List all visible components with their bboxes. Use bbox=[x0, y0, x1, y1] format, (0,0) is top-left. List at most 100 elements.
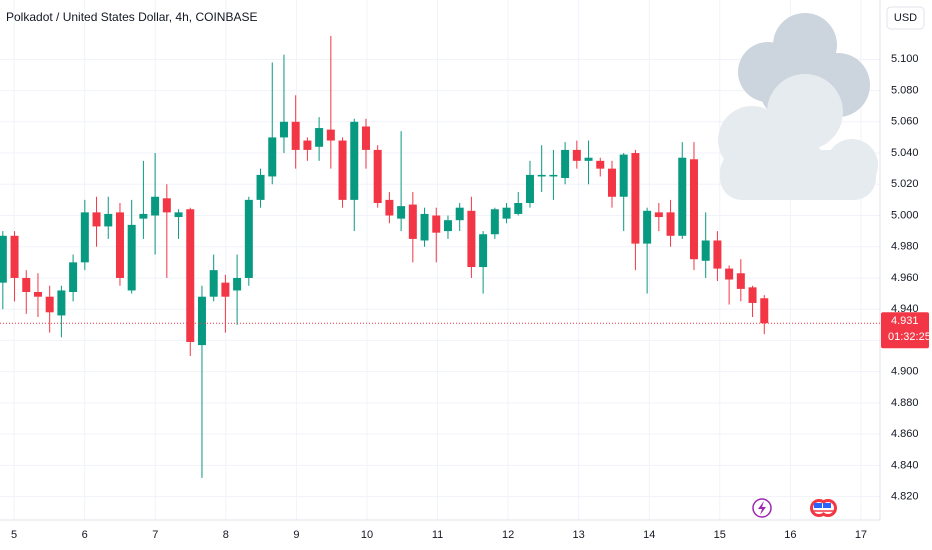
candle-body bbox=[45, 296, 54, 313]
candle-body bbox=[104, 213, 113, 227]
candle-body bbox=[397, 206, 406, 219]
candle-body bbox=[0, 235, 7, 283]
y-tick-label: 5.100 bbox=[891, 53, 919, 65]
candle-body bbox=[174, 212, 183, 218]
candle-body bbox=[666, 212, 675, 236]
candle-body bbox=[467, 210, 476, 268]
candle-body bbox=[385, 199, 394, 216]
candle-body bbox=[584, 157, 593, 161]
candle-body bbox=[256, 174, 265, 200]
candle-body bbox=[736, 273, 745, 289]
y-tick-label: 4.960 bbox=[891, 272, 919, 284]
candle-body bbox=[596, 160, 605, 169]
candle-body bbox=[760, 298, 769, 324]
candle-body bbox=[233, 277, 242, 291]
candle-body bbox=[315, 128, 324, 147]
candle-body bbox=[748, 287, 757, 303]
y-tick-label: 5.080 bbox=[891, 84, 919, 96]
candle-body bbox=[643, 210, 652, 244]
y-tick-label: 4.840 bbox=[891, 459, 919, 471]
candle-body bbox=[689, 159, 698, 260]
countdown-label: 01:32:25 bbox=[888, 331, 931, 343]
candle-body bbox=[115, 212, 124, 278]
y-tick-label: 5.020 bbox=[891, 178, 919, 190]
candle-body bbox=[22, 277, 31, 293]
candle-body bbox=[502, 207, 511, 219]
x-tick-label: 17 bbox=[855, 529, 867, 541]
candle-body bbox=[209, 270, 218, 297]
x-tick-label: 8 bbox=[223, 529, 229, 541]
x-tick-label: 10 bbox=[361, 529, 373, 541]
x-tick-label: 9 bbox=[293, 529, 299, 541]
y-tick-label: 4.980 bbox=[891, 241, 919, 253]
candle-body bbox=[631, 153, 640, 244]
candle-body bbox=[713, 240, 722, 269]
y-tick-label: 4.820 bbox=[891, 490, 919, 502]
candle-body bbox=[326, 129, 335, 141]
event-icons bbox=[752, 498, 837, 518]
candle-body bbox=[514, 203, 523, 214]
y-tick-label: 5.040 bbox=[891, 147, 919, 159]
y-tick-label: 4.860 bbox=[891, 428, 919, 440]
last-price-tag bbox=[881, 312, 929, 349]
candle-body bbox=[350, 121, 359, 200]
candle-body bbox=[607, 168, 616, 197]
candle-body bbox=[525, 174, 534, 204]
candle-body bbox=[186, 209, 195, 342]
candle-body bbox=[57, 290, 66, 316]
currency-button[interactable] bbox=[886, 6, 925, 30]
candle-body bbox=[197, 296, 206, 346]
candle-body bbox=[537, 174, 546, 177]
candle-body bbox=[549, 174, 558, 177]
y-tick-label: 4.900 bbox=[891, 366, 919, 378]
plot-area bbox=[0, 35, 769, 478]
candle-body bbox=[80, 212, 89, 263]
candle-body bbox=[279, 121, 288, 138]
x-tick-label: 15 bbox=[714, 529, 726, 541]
candle-body bbox=[92, 212, 101, 227]
y-tick-label: 5.060 bbox=[891, 116, 919, 128]
candle-body bbox=[244, 199, 253, 278]
candle-body bbox=[561, 149, 570, 179]
x-tick-label: 12 bbox=[502, 529, 514, 541]
x-tick-label: 6 bbox=[82, 529, 88, 541]
x-tick-label: 5 bbox=[11, 529, 17, 541]
x-tick-label: 11 bbox=[432, 529, 443, 541]
x-tick-label: 14 bbox=[643, 529, 655, 541]
candle-body bbox=[408, 204, 417, 239]
candle-body bbox=[443, 220, 452, 232]
y-tick-label: 4.880 bbox=[891, 397, 919, 409]
cloud-icon bbox=[718, 13, 878, 200]
candle-body bbox=[33, 292, 42, 297]
y-tick-label: 4.940 bbox=[891, 303, 919, 315]
candle-body bbox=[654, 212, 663, 218]
candle-body bbox=[291, 121, 300, 150]
candle-body bbox=[572, 149, 581, 161]
x-tick-label: 13 bbox=[573, 529, 585, 541]
chart-title: Polkadot / United States Dollar, 4h, COI… bbox=[6, 10, 257, 24]
candle-body bbox=[10, 235, 19, 278]
candle-body bbox=[361, 126, 370, 150]
candle-body bbox=[127, 224, 136, 291]
candle-body bbox=[373, 149, 382, 204]
candle-body bbox=[678, 157, 687, 236]
candle-body bbox=[725, 268, 734, 280]
candle-body bbox=[162, 198, 171, 213]
candle-body bbox=[479, 234, 488, 268]
candle-body bbox=[619, 154, 628, 197]
candle-body bbox=[69, 262, 78, 293]
candle-body bbox=[151, 196, 160, 216]
candle-body bbox=[303, 140, 312, 150]
candle-body bbox=[420, 213, 429, 241]
candle-body bbox=[432, 215, 441, 233]
candle-body bbox=[221, 282, 230, 297]
candle-body bbox=[338, 140, 347, 200]
x-tick-label: 7 bbox=[152, 529, 158, 541]
last-price-label: 4.931 bbox=[891, 315, 919, 327]
candle-body bbox=[139, 213, 148, 219]
x-tick-label: 16 bbox=[784, 529, 796, 541]
currency-label[interactable]: USD bbox=[894, 12, 917, 24]
candle-body bbox=[490, 209, 499, 235]
